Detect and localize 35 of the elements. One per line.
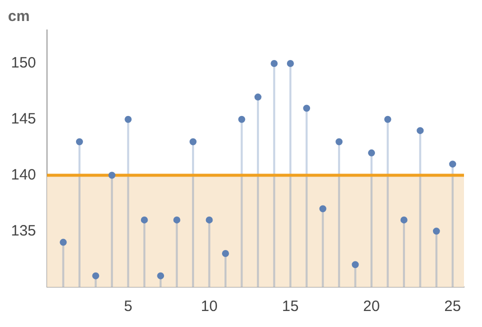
point <box>140 216 148 224</box>
point <box>416 127 424 134</box>
point <box>400 216 408 224</box>
x-tick-label: 15 <box>282 298 299 316</box>
x-tick-label: 5 <box>124 298 132 316</box>
point <box>254 94 262 101</box>
x-tick-label: 10 <box>200 298 218 316</box>
point <box>303 104 310 112</box>
point <box>108 172 116 179</box>
point <box>92 272 100 280</box>
point <box>270 60 278 68</box>
point <box>352 261 359 268</box>
point <box>60 238 67 246</box>
point <box>286 60 294 68</box>
y-tick-label: 145 <box>10 110 36 128</box>
point <box>319 205 326 212</box>
y-tick-label: 150 <box>10 54 36 72</box>
point <box>124 116 132 123</box>
point <box>76 138 83 146</box>
point <box>449 160 456 168</box>
point <box>190 138 197 146</box>
point <box>222 250 229 257</box>
y-tick-label: 135 <box>10 222 36 240</box>
point <box>157 272 164 280</box>
y-axis-title: cm <box>8 8 30 26</box>
point <box>432 228 440 235</box>
point <box>173 216 180 224</box>
x-tick-label: 25 <box>444 298 461 316</box>
point <box>384 116 392 123</box>
x-tick-label: 20 <box>363 298 380 316</box>
point <box>238 116 246 123</box>
point <box>206 216 213 224</box>
point <box>368 149 376 156</box>
y-tick-label: 140 <box>10 166 36 184</box>
point <box>336 138 343 146</box>
